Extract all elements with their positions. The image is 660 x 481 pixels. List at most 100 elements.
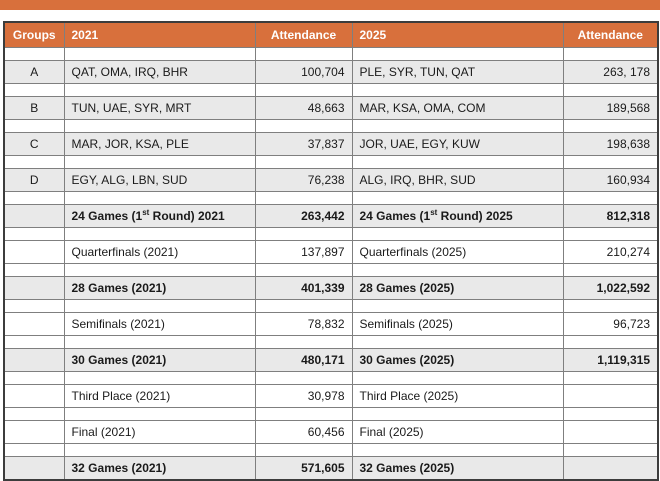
stage-row: Third Place (2021) 30,978 Third Place (202… <box>3 384 659 408</box>
cell-2021-label: 32 Games (2021) <box>63 456 256 481</box>
spacer-cell <box>562 191 659 205</box>
stage-row: Final (2021) 60,456 Final (2025) <box>3 420 659 444</box>
spacer-cell <box>254 191 353 205</box>
cell-group <box>3 240 65 264</box>
spacer-cell <box>3 335 65 349</box>
spacer-cell <box>351 443 564 457</box>
cell-2025-label: Final (2025) <box>351 420 564 444</box>
spacer-cell <box>351 335 564 349</box>
cell-2021-attendance: 100,704 <box>254 60 353 84</box>
cell-2021-label: Quarterfinals (2021) <box>63 240 256 264</box>
spacer-cell <box>351 299 564 313</box>
spacer-cell <box>562 155 659 169</box>
cell-2021-attendance: 401,339 <box>254 276 353 300</box>
spacer-row <box>3 335 659 349</box>
group-row-a: A QAT, OMA, IRQ, BHR 100,704 PLE, SYR, TUN,… <box>3 60 659 84</box>
spacer-cell <box>562 227 659 241</box>
cell-2021-attendance: 263,442 <box>254 204 353 228</box>
header-2021: 2021 <box>63 21 256 48</box>
spacer-row <box>3 227 659 241</box>
spacer-cell <box>562 443 659 457</box>
spacer-cell <box>254 443 353 457</box>
spacer-cell <box>3 263 65 277</box>
cell-group <box>3 204 65 228</box>
group-row-b: B TUN, UAE, SYR, MRT 48,663 MAR, KSA, OMA, … <box>3 96 659 120</box>
header-attendance-2025: Attendance <box>562 21 659 48</box>
cell-group <box>3 456 65 481</box>
spacer-cell <box>63 299 256 313</box>
cell-2025-label: PLE, SYR, TUN, QAT <box>351 60 564 84</box>
cell-2025-label: MAR, KSA, OMA, COM <box>351 96 564 120</box>
header-attendance-2021: Attendance <box>254 21 353 48</box>
cell-2021-attendance: 48,663 <box>254 96 353 120</box>
spacer-cell <box>562 371 659 385</box>
cell-2021-attendance: 37,837 <box>254 132 353 156</box>
cell-2021-label: 28 Games (2021) <box>63 276 256 300</box>
cell-2025-attendance: 96,723 <box>562 312 659 336</box>
spacer-cell <box>254 407 353 421</box>
spacer-row <box>3 371 659 385</box>
cell-2021-attendance: 571,605 <box>254 456 353 481</box>
cell-group <box>3 348 65 372</box>
spacer-cell <box>63 263 256 277</box>
spacer-cell <box>254 371 353 385</box>
cell-2021-label: MAR, JOR, KSA, PLE <box>63 132 256 156</box>
spacer-cell <box>254 263 353 277</box>
spacer-cell <box>562 119 659 133</box>
spacer-cell <box>3 83 65 97</box>
spacer-cell <box>254 299 353 313</box>
cell-2021-label: QAT, OMA, IRQ, BHR <box>63 60 256 84</box>
cell-2025-label: Quarterfinals (2025) <box>351 240 564 264</box>
cell-2021-label: EGY, ALG, LBN, SUD <box>63 168 256 192</box>
spacer-cell <box>63 155 256 169</box>
spacer-cell <box>3 299 65 313</box>
spacer-cell <box>351 263 564 277</box>
spacer-cell <box>351 119 564 133</box>
cell-2025-attendance: 1,022,592 <box>562 276 659 300</box>
cell-2025-attendance <box>562 420 659 444</box>
cell-2021-label: Semifinals (2021) <box>63 312 256 336</box>
stage-row: Semifinals (2021) 78,832 Semifinals (2025)… <box>3 312 659 336</box>
spacer-cell <box>63 443 256 457</box>
spacer-row <box>3 47 659 61</box>
cell-group <box>3 312 65 336</box>
cell-2025-attendance <box>562 456 659 481</box>
spacer-cell <box>254 47 353 61</box>
header-2025: 2025 <box>351 21 564 48</box>
spacer-row <box>3 83 659 97</box>
cell-2025-attendance: 210,274 <box>562 240 659 264</box>
cell-2025-attendance: 1,119,315 <box>562 348 659 372</box>
cell-2025-label: 30 Games (2025) <box>351 348 564 372</box>
spacer-cell <box>562 335 659 349</box>
cell-2021-label: Third Place (2021) <box>63 384 256 408</box>
spacer-cell <box>63 119 256 133</box>
header-groups: Groups <box>3 21 65 48</box>
header-row: Groups 2021 Attendance 2025 Attendance <box>3 21 659 48</box>
spacer-cell <box>562 83 659 97</box>
title-banner <box>0 0 660 10</box>
spacer-cell <box>351 155 564 169</box>
spacer-row <box>3 299 659 313</box>
cell-2025-label: Semifinals (2025) <box>351 312 564 336</box>
spacer-cell <box>3 119 65 133</box>
spacer-cell <box>562 47 659 61</box>
ordinal-superscript: st <box>142 208 150 217</box>
spacer-row <box>3 263 659 277</box>
ordinal-superscript: st <box>430 208 438 217</box>
spacer-cell <box>254 227 353 241</box>
spacer-cell <box>3 191 65 205</box>
spacer-row <box>3 155 659 169</box>
group-row-d: D EGY, ALG, LBN, SUD 76,238 ALG, IRQ, BHR, … <box>3 168 659 192</box>
group-row-c: C MAR, JOR, KSA, PLE 37,837 JOR, UAE, EGY, … <box>3 132 659 156</box>
spacer-cell <box>562 263 659 277</box>
spacer-cell <box>351 83 564 97</box>
spacer-cell <box>3 227 65 241</box>
cell-2025-attendance: 263, 178 <box>562 60 659 84</box>
total-row: 30 Games (2021) 480,171 30 Games (2025) 1,1… <box>3 348 659 372</box>
cell-2021-attendance: 60,456 <box>254 420 353 444</box>
cell-2025-label: ALG, IRQ, BHR, SUD <box>351 168 564 192</box>
cell-group: A <box>3 60 65 84</box>
cell-2025-attendance: 812,318 <box>562 204 659 228</box>
cell-2021-attendance: 137,897 <box>254 240 353 264</box>
attendance-comparison-table: Groups 2021 Attendance 2025 Attendance A… <box>3 21 659 481</box>
